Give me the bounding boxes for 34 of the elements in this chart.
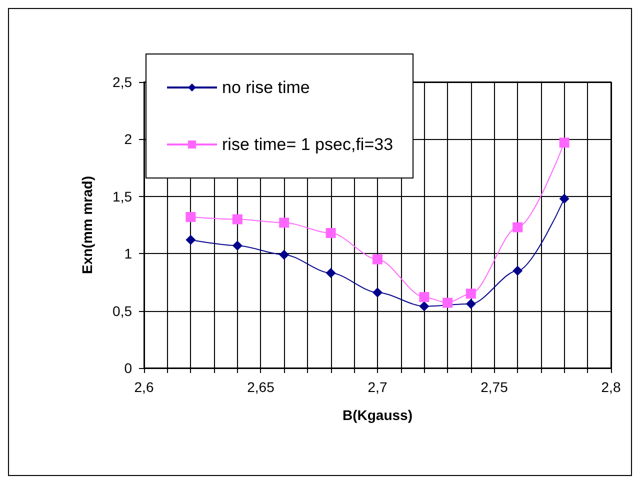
- point: [419, 292, 430, 302]
- point: [559, 138, 570, 148]
- x-tick-label: 2,7: [368, 379, 388, 395]
- point: [419, 301, 430, 312]
- point: [512, 222, 523, 232]
- y-tick-label: 1: [124, 246, 132, 262]
- point: [279, 218, 290, 228]
- point: [466, 288, 476, 299]
- point: [232, 240, 242, 251]
- y-tick-label: 2: [124, 131, 132, 148]
- point: [466, 298, 476, 309]
- x-tick-label: 2,65: [247, 379, 275, 395]
- point: [512, 266, 523, 276]
- legend-label: rise time= 1 psec,fi=33: [222, 135, 394, 154]
- x-axis-title: B(Kgauss): [342, 407, 413, 423]
- point: [559, 194, 570, 204]
- y-axis-title: Exn(mm mrad): [79, 176, 95, 274]
- y-tick-label: 2,5: [112, 74, 132, 90]
- y-tick-label: 0,5: [112, 302, 132, 319]
- point: [442, 298, 453, 308]
- legend-label: no rise time: [222, 78, 310, 97]
- point: [372, 287, 382, 298]
- point: [326, 268, 336, 278]
- point: [279, 250, 290, 260]
- point: [186, 212, 196, 222]
- y-tick-label: 0: [124, 360, 132, 376]
- point: [372, 254, 382, 264]
- x-tick-label: 2,8: [601, 379, 621, 395]
- point: [326, 228, 336, 238]
- y-tick-label: 1,5: [112, 188, 132, 204]
- x-tick-label: 2,75: [480, 379, 508, 395]
- point: [186, 234, 196, 245]
- x-tick-label: 2,6: [134, 379, 154, 395]
- point: [232, 214, 242, 224]
